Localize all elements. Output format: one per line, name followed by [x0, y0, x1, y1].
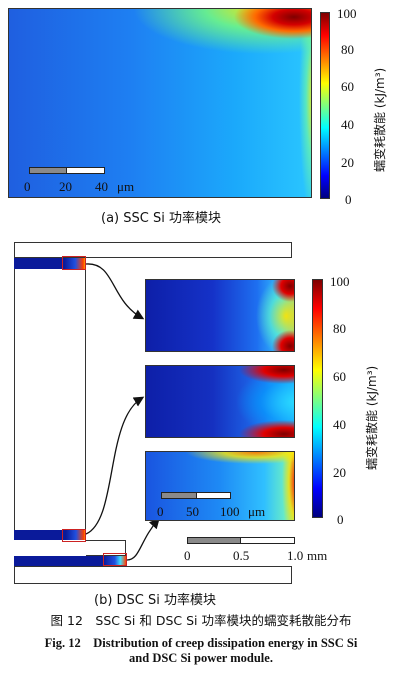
panel-b-main-scalebar-tick-0: 0 — [184, 548, 191, 563]
panel-b-callout-box-1 — [62, 256, 86, 270]
panel-b-main-scalebar-unit: mm — [307, 548, 328, 563]
panel-b-main-scalebar-tick-2: 1.0 — [287, 548, 304, 563]
panel-a-scalebar-tick-0: 0 — [24, 179, 31, 194]
panel-a-colorbar-tick-80: 80 — [341, 42, 354, 57]
panel-b-callout-box-2 — [62, 529, 86, 542]
panel-a-colorbar-tick-20: 20 — [341, 155, 354, 170]
panel-b-strip-middle — [14, 530, 86, 540]
panel-a-colorbar-tick-0: 0 — [345, 192, 352, 207]
panel-b-main-scalebar-light — [240, 537, 295, 544]
panel-b-callout-box-3 — [103, 553, 127, 566]
panel-b-zoom-2 — [145, 365, 295, 438]
panel-b-colorbar — [312, 279, 323, 518]
panel-b-strip-top — [14, 258, 86, 269]
panel-b-zoom-scalebar-light — [196, 492, 231, 499]
panel-a-contour-map: 0 20 40 μm — [8, 8, 312, 198]
panel-b-main-scalebar-tick-1: 0.5 — [233, 548, 250, 563]
panel-b-zoom-scalebar-tick-2: 100 — [220, 504, 240, 519]
figure-caption-cn: 图 12 SSC Si 和 DSC Si 功率模块的蠕变耗散能分布 — [50, 613, 352, 628]
panel-a-colorbar — [320, 12, 330, 199]
panel-b-module-top-plate — [14, 242, 292, 258]
panel-b-colorbar-tick-100: 100 — [330, 274, 350, 289]
panel-a-colorbar-tick-40: 40 — [341, 117, 354, 132]
figure-caption-en-line2: and DSC Si power module. — [129, 651, 273, 665]
panel-b-arrow-3 — [126, 518, 160, 561]
panel-b-zoom-scalebar-dark — [161, 492, 197, 499]
panel-b-zoom-scalebar-unit: μm — [248, 504, 266, 519]
panel-b-arrow-2 — [85, 396, 145, 535]
panel-a-colorbar-tick-60: 60 — [341, 79, 354, 94]
panel-a-scalebar-unit: μm — [117, 179, 135, 194]
panel-b-caption: (b) DSC Si 功率模块 — [94, 593, 216, 608]
panel-a-scalebar-tick-1: 20 — [59, 179, 72, 194]
panel-b-zoom-3 — [145, 451, 295, 521]
panel-a-scalebar-light — [66, 167, 105, 174]
panel-b-colorbar-tick-80: 80 — [333, 321, 346, 336]
panel-b-colorbar-tick-60: 60 — [333, 369, 346, 384]
panel-b-main-scalebar-dark — [187, 537, 241, 544]
panel-b-colorbar-label: 蠕变耗散能 (kJ/m³) — [365, 365, 379, 470]
panel-b-colorbar-tick-40: 40 — [333, 417, 346, 432]
panel-a-caption: (a) SSC Si 功率模块 — [101, 211, 221, 226]
panel-b-colorbar-tick-0: 0 — [337, 512, 344, 527]
panel-b-zoom-scalebar-tick-0: 0 — [157, 504, 164, 519]
panel-b-arrow-1 — [85, 263, 145, 320]
panel-b-zoom-1 — [145, 279, 295, 352]
panel-b-strip-bottom — [14, 556, 126, 566]
panel-a-scalebar — [29, 167, 105, 174]
panel-a-scalebar-tick-2: 40 — [95, 179, 108, 194]
panel-b-main-scalebar — [187, 537, 295, 544]
panel-b-zoom-scalebar — [161, 492, 231, 499]
panel-b-module-bottom-plate — [14, 566, 292, 584]
panel-b-colorbar-tick-20: 20 — [333, 465, 346, 480]
figure-caption-en-line1: Fig. 12 Distribution of creep dissipatio… — [44, 636, 358, 650]
panel-b-zoom-scalebar-tick-1: 50 — [186, 504, 199, 519]
panel-a-colorbar-tick-100: 100 — [337, 6, 357, 21]
panel-b-thin-layer — [86, 540, 126, 556]
